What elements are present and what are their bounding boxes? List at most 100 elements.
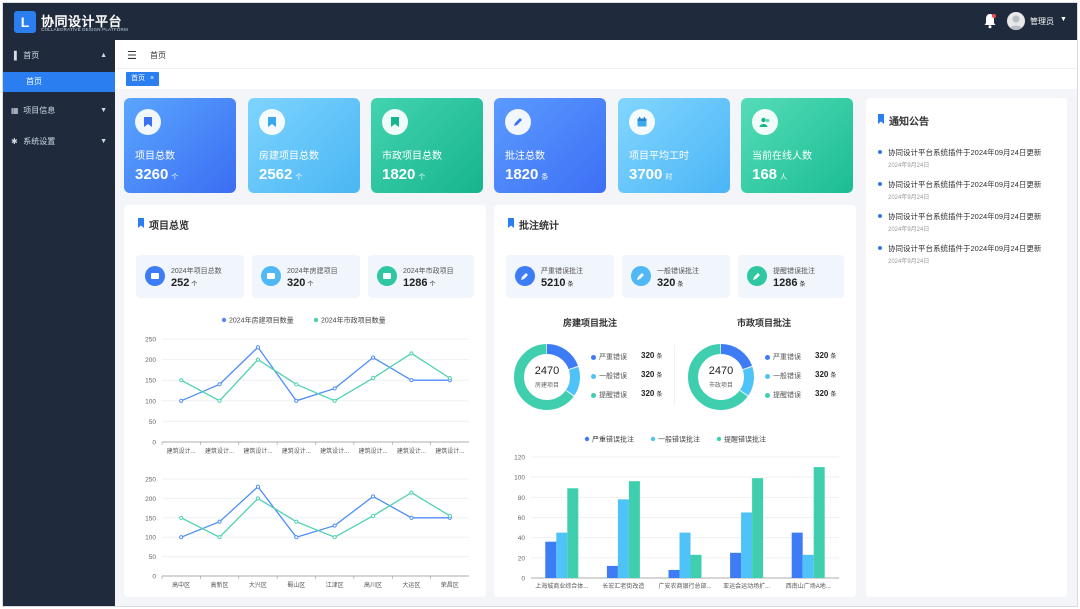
- notice-date: 2024年9月24日: [888, 195, 930, 201]
- chevron-down-icon[interactable]: ▼: [1060, 16, 1067, 23]
- legend-name: 提醒错误: [773, 392, 801, 399]
- legend-value: 320 条: [815, 351, 837, 360]
- pen-icon: [747, 266, 767, 286]
- donut-chart-municipal: [688, 344, 754, 410]
- sidebar-item-label: 首页: [23, 51, 40, 60]
- x-tick-label: 高中区: [172, 581, 190, 589]
- annotation-mini-severe[interactable]: 严重错误批注 5210 条: [506, 255, 614, 298]
- sidebar-subitem-home[interactable]: 首页: [3, 72, 115, 92]
- legend-name: 一般错误: [599, 373, 627, 380]
- annotation-mini-reminder[interactable]: 提醒错误批注 1286 条: [738, 255, 844, 298]
- tab-label: 首页: [131, 75, 145, 82]
- annotation-mini-general[interactable]: 一般错误批注 320 条: [622, 255, 730, 298]
- legend-label: 2024年市政项目数量: [321, 316, 386, 325]
- legend-name: 提醒错误: [599, 392, 627, 399]
- box-icon: [145, 266, 165, 286]
- y-tick-label: 0: [152, 440, 156, 447]
- pen-icon: [631, 266, 651, 286]
- notice-text[interactable]: 协同设计平台系统插件于2024年09月24日更新: [888, 244, 1042, 253]
- sidebar-item-project-info[interactable]: ▦ 项目信息 ▼: [3, 100, 115, 122]
- stat-card-building-projects[interactable]: 房建项目总数 2562 个: [248, 98, 360, 193]
- x-tick-label: 长宏汇老街改造: [602, 582, 644, 590]
- x-tick-label: 高新区: [211, 581, 229, 589]
- donut-slice: [514, 344, 580, 410]
- x-tick-label: 大运区: [402, 581, 420, 589]
- legend-dot: [765, 374, 770, 379]
- annotation-panel: 批注统计 严重错误批注 5210 条 一般错误批注 320 条 提醒错误批注 128…: [494, 205, 856, 597]
- legend-dot: [650, 436, 656, 442]
- sidebar-item-label: 系统设置: [23, 137, 56, 146]
- legend-label: 2024年房建项目数量: [229, 316, 294, 325]
- bar: [791, 532, 803, 578]
- close-icon[interactable]: ×: [149, 75, 155, 82]
- bell-icon[interactable]: [983, 13, 997, 29]
- donut-title: 市政项目批注: [737, 318, 792, 328]
- series-line: [180, 346, 450, 402]
- notice-text[interactable]: 协同设计平台系统插件于2024年09月24日更新: [888, 180, 1042, 189]
- data-point: [332, 398, 337, 403]
- y-tick-label: 100: [514, 475, 525, 482]
- stat-card-online-users[interactable]: 当前在线人数 168 人: [741, 98, 853, 193]
- data-point: [370, 355, 376, 360]
- x-tick-label: 高川区: [364, 581, 382, 589]
- panel-title: 通知公告: [878, 113, 929, 128]
- username[interactable]: 管理员: [1030, 17, 1054, 26]
- stat-card-municipal-projects[interactable]: 市政项目总数 1820 个: [371, 98, 483, 193]
- x-tick-label: 建筑设计...: [243, 447, 272, 455]
- overview-mini-municipal[interactable]: 2024年市政项目 1286 个: [368, 255, 474, 298]
- stat-card-annotations[interactable]: 批注总数 1820 条: [494, 98, 606, 193]
- y-tick-label: 250: [145, 337, 156, 344]
- notice-text[interactable]: 协同设计平台系统插件于2024年09月24日更新: [888, 212, 1042, 221]
- tab-home[interactable]: 首页 ×: [126, 72, 160, 86]
- data-point: [179, 515, 184, 520]
- data-point: [447, 376, 452, 381]
- stat-label: 项目总数: [135, 151, 175, 162]
- pen-icon: [515, 266, 535, 286]
- sidebar-item-home[interactable]: ▐ 首页 ▲: [3, 45, 115, 67]
- legend-row: 严重错误 320 条: [591, 351, 666, 364]
- legend-value: 320 条: [641, 351, 663, 360]
- data-point: [409, 378, 414, 383]
- legend-dot: [221, 317, 227, 323]
- data-point: [294, 398, 299, 403]
- notice-date: 2024年9月24日: [888, 259, 930, 265]
- data-point: [332, 523, 337, 528]
- legend-dot: [584, 436, 590, 442]
- mini-value: 320 个: [287, 277, 314, 289]
- legend-dot: [591, 393, 596, 398]
- overview-mini-building[interactable]: 2024年房建项目 320 个: [252, 255, 360, 298]
- donut-slice: [688, 344, 754, 410]
- legend-dot: [591, 355, 596, 360]
- stat-label: 市政项目总数: [382, 151, 442, 162]
- y-tick-label: 100: [145, 535, 156, 542]
- bar-chart-annotations: 0 20 40 60 80 100 120 上海城商业综合体... 长宏汇老街改造 广安农商银行总…: [514, 435, 839, 590]
- x-tick-label: 建筑设计...: [435, 447, 464, 455]
- bar: [556, 532, 568, 578]
- sidebar-item-settings[interactable]: ✱ 系统设置 ▼: [3, 131, 115, 153]
- overview-mini-total[interactable]: 2024年项目总数 252 个: [136, 255, 244, 298]
- chevron-down-icon: ▼: [100, 138, 107, 145]
- bar: [567, 488, 579, 578]
- data-point: [294, 535, 299, 540]
- bookmark-icon: [259, 109, 285, 135]
- data-point: [217, 398, 222, 403]
- y-tick-label: 20: [518, 555, 526, 562]
- divider: [674, 345, 675, 405]
- legend-value: 320 条: [641, 389, 663, 398]
- legend-dot: [716, 436, 722, 442]
- data-point: [255, 345, 261, 350]
- data-point: [294, 519, 299, 524]
- legend-dot: [765, 355, 770, 360]
- bar: [741, 512, 753, 578]
- y-tick-label: 60: [518, 515, 526, 522]
- menu-fold-icon[interactable]: ☰: [127, 50, 137, 62]
- bar: [730, 552, 742, 578]
- stat-card-avg-hours[interactable]: 项目平均工时 3700 时: [618, 98, 730, 193]
- donut-slice: [688, 344, 754, 410]
- series-line: [180, 491, 451, 538]
- legend-label: 提醒错误批注: [724, 435, 766, 444]
- legend-row: 一般错误 320 条: [591, 370, 666, 383]
- stat-card-total-projects[interactable]: 项目总数 3260 个: [124, 98, 236, 193]
- avatar[interactable]: [1007, 12, 1025, 30]
- notice-text[interactable]: 协同设计平台系统插件于2024年09月24日更新: [888, 148, 1042, 157]
